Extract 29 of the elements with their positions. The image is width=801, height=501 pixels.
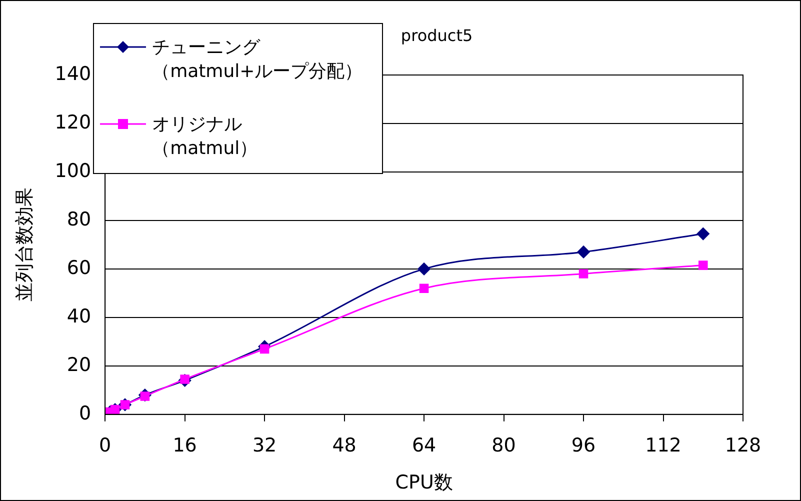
legend-label: チューニング（matmul+ループ分配） [152,36,363,84]
x-tick-label: 96 [571,434,596,457]
x-tick-label: 16 [172,434,197,457]
point [260,344,270,354]
point [418,262,430,276]
y-tick-label: 120 [54,111,92,134]
y-tick-label: 100 [54,160,92,182]
point [577,246,590,258]
x-tick-label: 112 [645,434,682,457]
point [696,228,710,240]
x-tick-label: 0 [99,434,112,457]
y-tick-label: 60 [66,256,92,279]
y-tick-label: 20 [66,354,92,376]
x-tick-label: 80 [492,434,516,457]
x-tick-label: 48 [332,434,356,457]
chart-title: product5 [400,26,473,46]
y-tick-label: 140 [54,62,92,85]
x-axis-title: CPU数 [395,472,453,494]
y-axis-title: 並列台数効果 [13,188,36,302]
x-tick-label: 64 [412,434,436,457]
x-tick-label: 128 [724,434,762,457]
y-tick-label: 80 [66,208,92,230]
x-tick-label: 32 [252,434,277,457]
point [578,269,588,278]
y-tick-label: 40 [66,305,92,328]
legend-label: オリジナル（matmul） [152,112,258,161]
point [698,260,708,270]
point [419,284,429,293]
y-tick-label: 0 [78,402,92,424]
